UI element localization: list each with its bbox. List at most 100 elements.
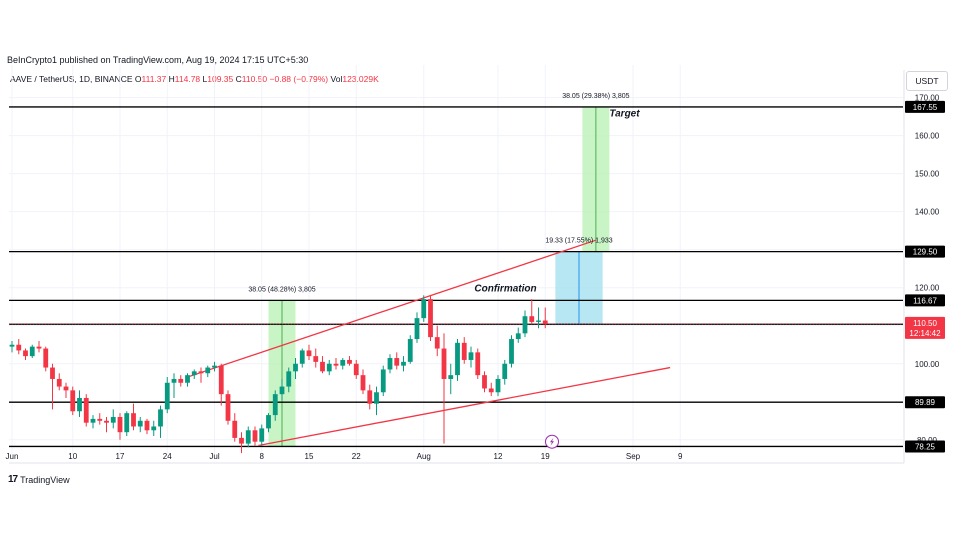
candle[interactable] [137, 416, 143, 433]
candle[interactable] [131, 403, 136, 431]
candle[interactable] [353, 359, 359, 379]
candle[interactable] [23, 348, 28, 360]
candle[interactable] [360, 369, 366, 395]
candle-body [407, 339, 413, 362]
candle-body [158, 409, 163, 427]
candle[interactable] [306, 344, 312, 360]
candle[interactable] [63, 382, 69, 398]
candle[interactable] [394, 352, 400, 370]
candle[interactable] [212, 361, 217, 372]
candle[interactable] [374, 386, 379, 416]
volume-label: Vol [330, 74, 343, 84]
candle[interactable] [164, 377, 170, 414]
candle[interactable] [414, 312, 420, 343]
candle-body [43, 348, 49, 368]
candle[interactable] [509, 335, 514, 368]
level-tag-89.89 [905, 396, 945, 409]
candle[interactable] [77, 390, 82, 417]
candle[interactable] [171, 373, 177, 398]
candle[interactable] [259, 424, 265, 446]
candle[interactable] [421, 295, 427, 322]
candle[interactable] [144, 418, 150, 435]
candle[interactable] [56, 373, 62, 391]
candle[interactable] [522, 310, 528, 338]
candle[interactable] [90, 415, 96, 429]
candle-body [218, 365, 224, 395]
candle[interactable] [110, 409, 116, 429]
candle[interactable] [502, 359, 508, 385]
candle[interactable] [428, 295, 433, 341]
candle[interactable] [313, 348, 319, 368]
current-price-tag [905, 316, 945, 339]
candle[interactable] [9, 340, 15, 353]
candle[interactable] [117, 413, 123, 440]
candle[interactable] [448, 363, 454, 395]
candle[interactable] [475, 348, 481, 379]
candle[interactable] [50, 363, 55, 410]
candle[interactable] [367, 384, 373, 410]
candle[interactable] [185, 373, 190, 387]
candle[interactable] [239, 432, 244, 454]
candle[interactable] [43, 346, 49, 372]
candle[interactable] [36, 340, 42, 353]
candle[interactable] [401, 356, 406, 372]
candle[interactable] [29, 344, 35, 359]
candle[interactable] [279, 378, 285, 400]
trendline-2[interactable] [258, 366, 671, 447]
candle[interactable] [198, 367, 204, 383]
candle[interactable] [151, 420, 157, 436]
time-tick: 8 [260, 452, 265, 461]
candle-body [353, 363, 359, 376]
time-tick: 24 [163, 452, 172, 461]
candle[interactable] [333, 358, 339, 370]
candle[interactable] [380, 365, 386, 397]
candle[interactable] [293, 358, 298, 379]
candle[interactable] [299, 348, 305, 368]
trendline-1[interactable] [187, 239, 597, 378]
candle[interactable] [495, 375, 501, 397]
candle[interactable] [97, 413, 103, 425]
candle[interactable] [252, 426, 258, 446]
candle[interactable] [536, 307, 541, 329]
candle[interactable] [158, 405, 163, 438]
candle[interactable] [407, 335, 413, 364]
candle[interactable] [455, 339, 460, 381]
tradingview-logo-icon: 17 [8, 474, 18, 485]
candle[interactable] [320, 356, 325, 374]
candle[interactable] [482, 371, 487, 393]
candle[interactable] [205, 365, 211, 378]
candle[interactable] [70, 386, 76, 416]
candle-body [178, 378, 184, 383]
candle[interactable] [245, 426, 251, 448]
candle[interactable] [387, 354, 393, 374]
candle[interactable] [83, 394, 89, 427]
candle[interactable] [124, 411, 130, 436]
candle[interactable] [104, 416, 109, 433]
candle[interactable] [286, 367, 292, 393]
candle[interactable] [225, 390, 231, 425]
candle[interactable] [468, 346, 474, 368]
candle[interactable] [529, 299, 535, 324]
currency-button[interactable]: USDT [906, 71, 948, 91]
candle-body [367, 390, 373, 404]
candle[interactable] [347, 356, 352, 366]
candle[interactable] [266, 413, 271, 433]
candle[interactable] [191, 369, 197, 379]
candle[interactable] [272, 390, 278, 421]
candle[interactable] [542, 307, 548, 329]
candle[interactable] [515, 327, 521, 343]
candle[interactable] [16, 339, 22, 355]
candle[interactable] [178, 375, 184, 387]
candle[interactable] [461, 337, 467, 364]
level-tag-167.55 [905, 100, 945, 113]
candle[interactable] [488, 382, 494, 397]
candle-body [421, 299, 427, 319]
candle-body [475, 352, 481, 376]
candle[interactable] [340, 358, 346, 370]
candle[interactable] [434, 325, 440, 357]
candle[interactable] [232, 413, 238, 442]
candle[interactable] [441, 333, 447, 444]
candle[interactable] [218, 363, 224, 406]
candle[interactable] [326, 359, 332, 376]
